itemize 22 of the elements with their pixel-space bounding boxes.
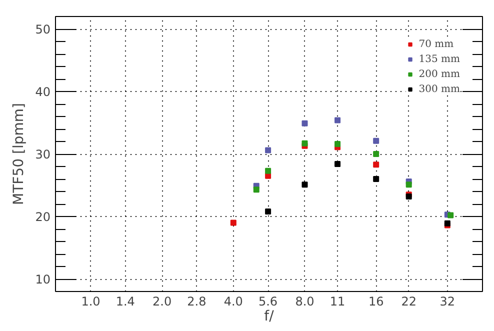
x-tick-label: 16 (368, 294, 384, 308)
x-axis-title: f/ (264, 308, 274, 324)
y-tick-label: 50 (35, 22, 51, 36)
x-tick-label: 2.0 (152, 294, 172, 308)
x-tick-label: 11 (330, 294, 346, 308)
legend-label: 300 mm (418, 83, 460, 95)
x-tick-label: 4.0 (224, 294, 243, 308)
x-tick-label: 2.8 (187, 294, 206, 308)
legend-label: 200 mm (418, 68, 460, 80)
x-tick-label: 22 (401, 294, 416, 308)
y-axis-title: MTF50 [lpmm] (11, 103, 28, 205)
y-tick-label: 30 (35, 148, 51, 162)
legend-label: 70 mm (418, 38, 454, 50)
y-tick-label: 10 (35, 272, 51, 286)
x-tick-label: 8.0 (295, 294, 314, 308)
x-tick-label: 1.0 (81, 294, 100, 308)
y-tick-label: 40 (35, 85, 51, 99)
y-tick-label: 20 (35, 210, 51, 224)
legend-label: 135 mm (418, 53, 460, 65)
x-tick-label: 1.4 (116, 294, 135, 308)
x-tick-label: 5.6 (258, 294, 278, 308)
x-tick-label: 32 (440, 294, 456, 308)
